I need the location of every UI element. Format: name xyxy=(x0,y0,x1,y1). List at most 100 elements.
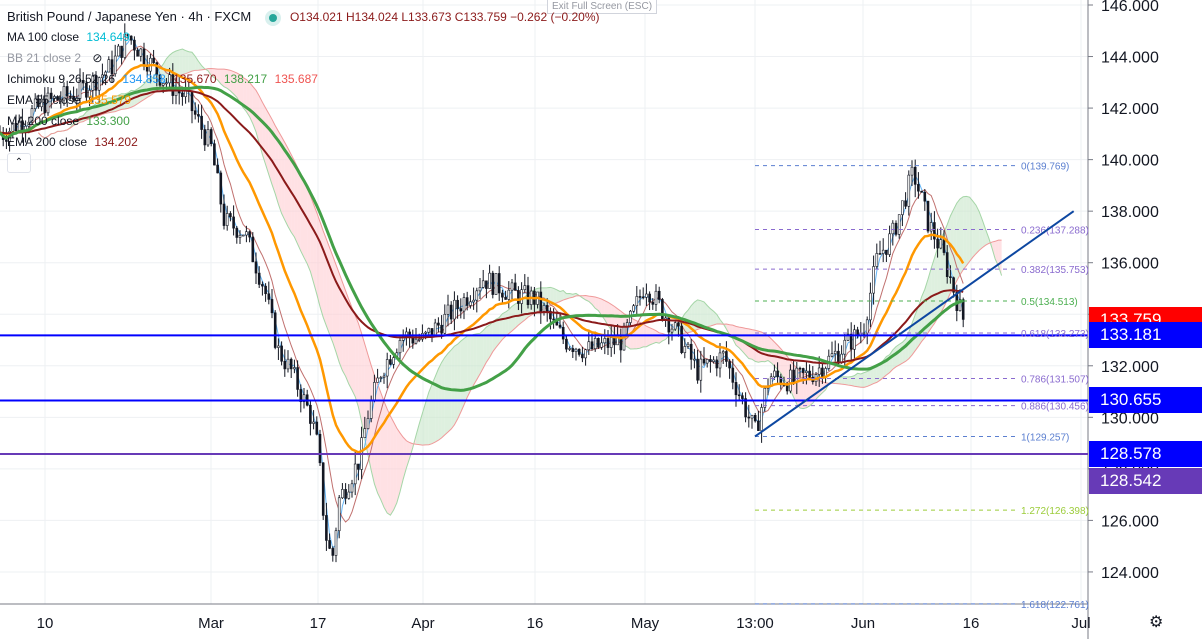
candle-body xyxy=(661,299,664,320)
candle-body xyxy=(833,350,837,354)
candle-body xyxy=(446,304,450,315)
indicator-legend-row[interactable]: BB 21 close 2 ⊘ xyxy=(7,48,600,69)
candle-body xyxy=(821,367,824,378)
candle-body xyxy=(497,273,501,294)
cloud-segment xyxy=(966,196,970,266)
candle-body xyxy=(283,360,287,370)
candle-body xyxy=(309,404,312,424)
indicator-legend-row[interactable]: MA 100 close 134.649 xyxy=(7,27,600,48)
gear-icon[interactable]: ⚙ xyxy=(1149,614,1164,631)
candle-body xyxy=(117,45,120,57)
candle-body xyxy=(885,249,888,255)
candle-body xyxy=(504,296,507,300)
chevron-up-icon[interactable]: ⌃ xyxy=(7,153,31,173)
cloud-segment xyxy=(470,334,474,391)
horizontal-line-price-label: 133.181 xyxy=(1089,322,1202,349)
symbol-row: British Pound / Japanese Yen · 4h · FXCM… xyxy=(7,6,600,27)
cloud-segment xyxy=(352,307,356,397)
candle-body xyxy=(542,305,546,312)
candle-body xyxy=(795,367,799,382)
fib-level-label: 1.272(126.398) xyxy=(1021,506,1089,517)
candle-body xyxy=(584,349,587,359)
indicator-value: 138.217 xyxy=(220,72,268,86)
time-tick-label: Jun xyxy=(851,615,875,632)
cloud-segment xyxy=(332,256,336,353)
candle-body xyxy=(872,266,875,294)
candle-body xyxy=(280,345,283,362)
cloud-segment xyxy=(307,188,311,272)
ema55-line xyxy=(0,63,965,454)
cloud-segment xyxy=(451,346,455,430)
cloud-segment xyxy=(710,308,714,327)
candle-body xyxy=(750,415,754,419)
candle-body xyxy=(523,285,527,290)
cloud-segment xyxy=(604,300,608,326)
cloud-segment xyxy=(716,314,720,325)
symbol-title[interactable]: British Pound / Japanese Yen · 4h · FXCM xyxy=(7,9,252,24)
chart-legend: British Pound / Japanese Yen · 4h · FXCM… xyxy=(7,6,600,153)
candle-body xyxy=(689,343,693,360)
candle-body xyxy=(680,325,683,353)
cloud-segment xyxy=(297,167,301,252)
time-tick-label: 10 xyxy=(37,615,54,632)
fib-level-label: 0.886(130.456) xyxy=(1021,402,1089,413)
candle-body xyxy=(417,338,421,341)
candle-body xyxy=(565,338,568,350)
cloud-segment xyxy=(496,317,500,348)
candle-body xyxy=(837,350,840,363)
cloud-segment xyxy=(355,315,359,408)
candle-body xyxy=(85,82,88,98)
candle-body xyxy=(869,292,872,321)
cloud-segment xyxy=(233,71,237,98)
candle-body xyxy=(913,166,917,185)
indicator-legend-row[interactable]: EMA 200 close 134.202 xyxy=(7,132,600,153)
eye-crossed-icon[interactable]: ⊘ xyxy=(89,51,103,65)
candle-body xyxy=(677,322,680,327)
indicator-value: 134.649 xyxy=(83,30,130,44)
time-tick-label: Mar xyxy=(198,615,224,632)
cloud-segment xyxy=(422,402,426,446)
cloud-segment xyxy=(656,330,660,344)
kijun-line xyxy=(0,45,964,523)
price-tick-label: 136.000 xyxy=(1101,256,1159,273)
cloud-segment xyxy=(393,422,397,511)
candle-body xyxy=(478,287,482,292)
cloud-segment xyxy=(761,332,765,362)
candle-body xyxy=(30,108,34,123)
candle-body xyxy=(760,407,763,431)
indicator-legend-row[interactable]: MA 200 close 133.300 xyxy=(7,111,600,132)
cloud-segment xyxy=(816,379,820,400)
cloud-segment xyxy=(179,49,183,76)
candle-body xyxy=(638,296,642,298)
candle-body xyxy=(369,400,373,419)
candle-body xyxy=(734,382,738,396)
cloud-segment xyxy=(726,324,730,336)
candle-body xyxy=(72,95,75,101)
candle-body xyxy=(725,351,728,362)
indicator-legend-row[interactable]: EMA 55 close 135.579 xyxy=(7,90,600,111)
cloud-segment xyxy=(320,221,324,318)
candle-body xyxy=(40,98,43,108)
candle-body xyxy=(574,348,578,352)
candle-body xyxy=(270,299,274,314)
cloud-segment xyxy=(457,341,461,420)
indicator-label: Ichimoku 9 26 52 26 xyxy=(7,72,116,86)
time-tick-label: 17 xyxy=(310,615,327,632)
cloud-segment xyxy=(857,373,861,388)
time-tick-label: Apr xyxy=(411,615,434,632)
candle-body xyxy=(657,290,661,300)
candle-body xyxy=(200,115,203,130)
cloud-segment xyxy=(214,68,218,81)
indicator-legend-row[interactable]: Ichimoku 9 26 52 26 134.858 135.670 138.… xyxy=(7,69,600,90)
exit-fullscreen-button[interactable]: Exit Full Screen (ESC) xyxy=(547,0,658,14)
candle-body xyxy=(101,74,104,78)
candle-body xyxy=(641,296,645,299)
horizontal-line-price-label: 130.655 xyxy=(1089,387,1202,414)
candle-body xyxy=(232,216,235,229)
candle-body xyxy=(753,415,757,422)
candle-body xyxy=(248,231,251,238)
cloud-segment xyxy=(188,51,192,73)
candle-body xyxy=(129,35,133,41)
candle-body xyxy=(334,530,338,556)
